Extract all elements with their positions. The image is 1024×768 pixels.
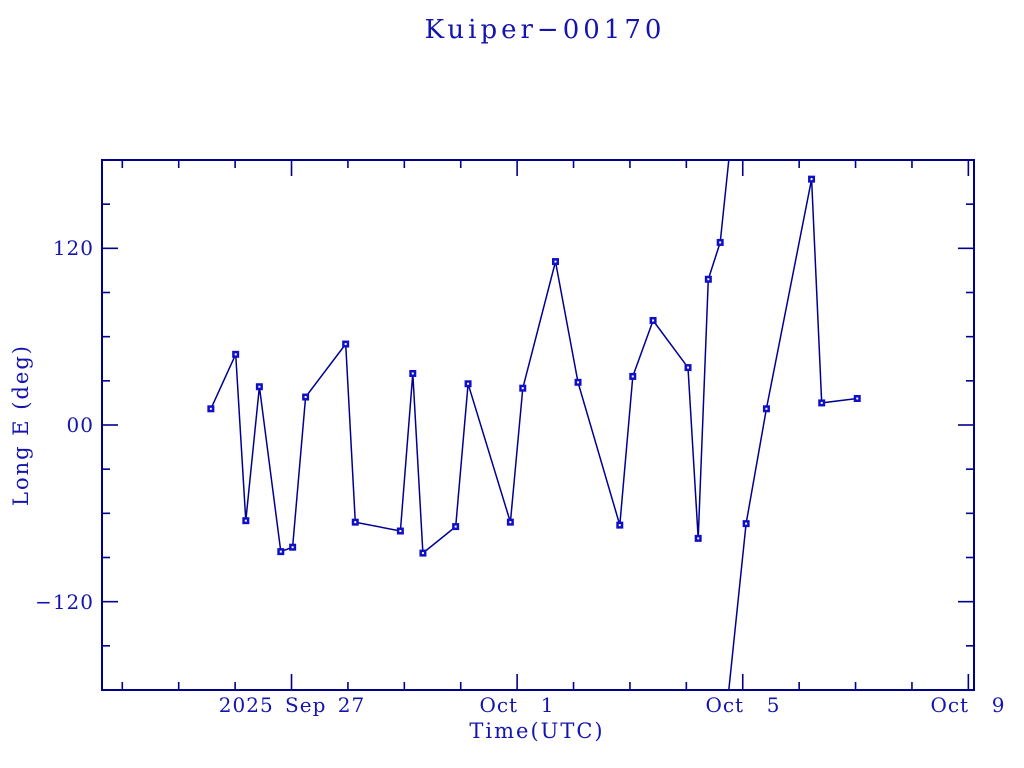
data-point-marker-center [521, 387, 524, 390]
y-tick-label-0: 00 [66, 413, 94, 437]
y-axis-label: Long E (deg) [9, 344, 33, 506]
data-point-marker-center [577, 381, 580, 384]
data-point-marker-center [856, 397, 859, 400]
data-point-marker-center [745, 522, 748, 525]
data-point-marker-center [411, 372, 414, 375]
x-tick-label-oct1: Oct 1 [479, 693, 555, 717]
data-point-marker-center [719, 241, 722, 244]
data-point-marker-center [454, 525, 457, 528]
data-point-marker-center [244, 519, 247, 522]
data-point-marker-center [234, 353, 237, 356]
data-point-marker-center [467, 382, 470, 385]
plot-frame [101, 159, 975, 691]
data-point-marker-center [279, 550, 282, 553]
data-point-marker-center [509, 521, 512, 524]
x-tick-label-sep27: 2025 Sep 27 [218, 693, 366, 717]
y-tick-label-120: 120 [52, 236, 94, 260]
data-point-marker-center [697, 537, 700, 540]
chart-title: Kuiper−00170 [424, 15, 666, 45]
data-point-marker-center [399, 530, 402, 532]
data-point-marker-center [209, 407, 212, 410]
data-point-marker-center [820, 401, 823, 404]
data-point-marker-center [344, 343, 347, 346]
data-point-marker-center [631, 375, 634, 378]
data-point-marker-center [618, 524, 621, 527]
data-point-marker-center [554, 260, 557, 263]
data-line [210, 159, 858, 691]
data-point-marker-center [258, 385, 261, 388]
data-point-marker-center [354, 521, 357, 524]
x-axis-label: Time(UTC) [469, 719, 605, 743]
data-point-marker-center [291, 546, 294, 549]
data-point-marker-center [707, 278, 710, 281]
data-point-marker-center [652, 319, 655, 322]
x-tick-label-oct9: Oct 9 [930, 693, 1006, 717]
data-point-marker-center [765, 407, 768, 410]
data-point-marker-center [421, 552, 424, 555]
data-point-marker-center [304, 396, 307, 399]
y-tick-label-neg120: −120 [35, 590, 94, 614]
data-point-marker-center [810, 178, 813, 181]
data-point-marker-center [687, 366, 690, 369]
x-tick-label-oct5: Oct 5 [705, 693, 781, 717]
